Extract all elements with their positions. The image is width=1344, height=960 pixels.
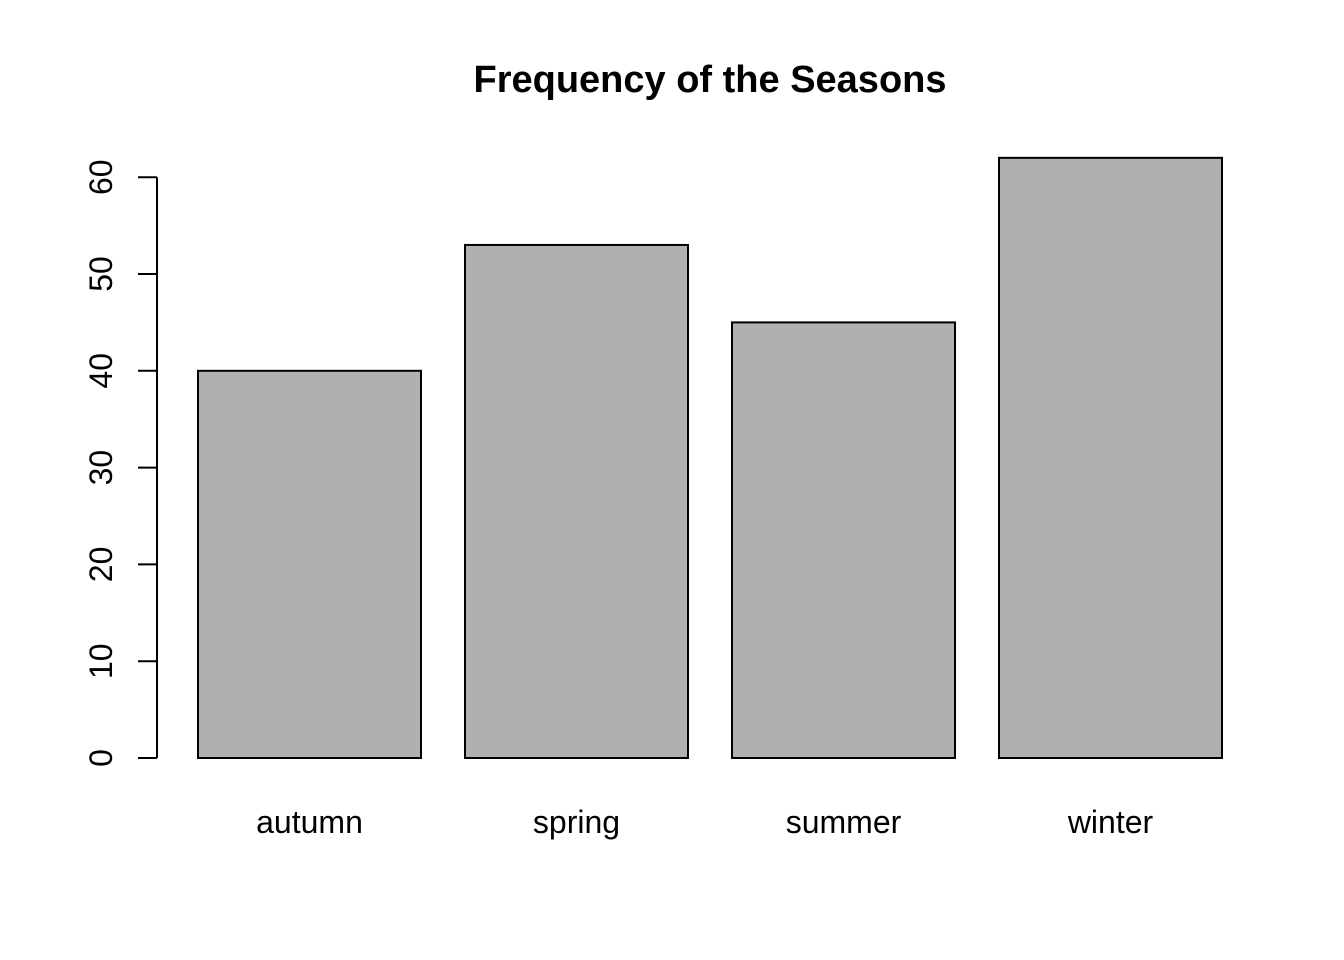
y-tick-label-20: 20: [83, 547, 119, 583]
x-tick-label-autumn: autumn: [256, 804, 363, 840]
bar-winter: [998, 156, 1223, 759]
x-axis-labels: autumn spring summer winter: [256, 804, 1153, 840]
y-tick-label-60: 60: [83, 159, 119, 195]
chart-title: Frequency of the Seasons: [473, 59, 946, 101]
y-axis: 0 10 20 30 40 50 60: [83, 159, 158, 767]
y-tick-label-10: 10: [83, 643, 119, 679]
y-tick-label-40: 40: [83, 353, 119, 389]
y-tick-label-50: 50: [83, 256, 119, 292]
y-tick-label-30: 30: [83, 450, 119, 486]
bar-summer: [731, 321, 956, 759]
x-tick-label-spring: spring: [533, 804, 620, 840]
y-tick-label-0: 0: [83, 749, 119, 767]
x-tick-label-winter: winter: [1067, 804, 1154, 840]
x-tick-label-summer: summer: [786, 804, 902, 840]
bars-layer: [197, 156, 1223, 759]
bar-autumn: [197, 369, 422, 759]
bar-spring: [464, 243, 689, 759]
